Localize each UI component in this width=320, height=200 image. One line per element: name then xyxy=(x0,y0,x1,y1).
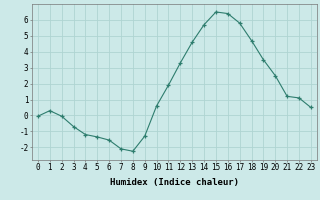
X-axis label: Humidex (Indice chaleur): Humidex (Indice chaleur) xyxy=(110,178,239,187)
